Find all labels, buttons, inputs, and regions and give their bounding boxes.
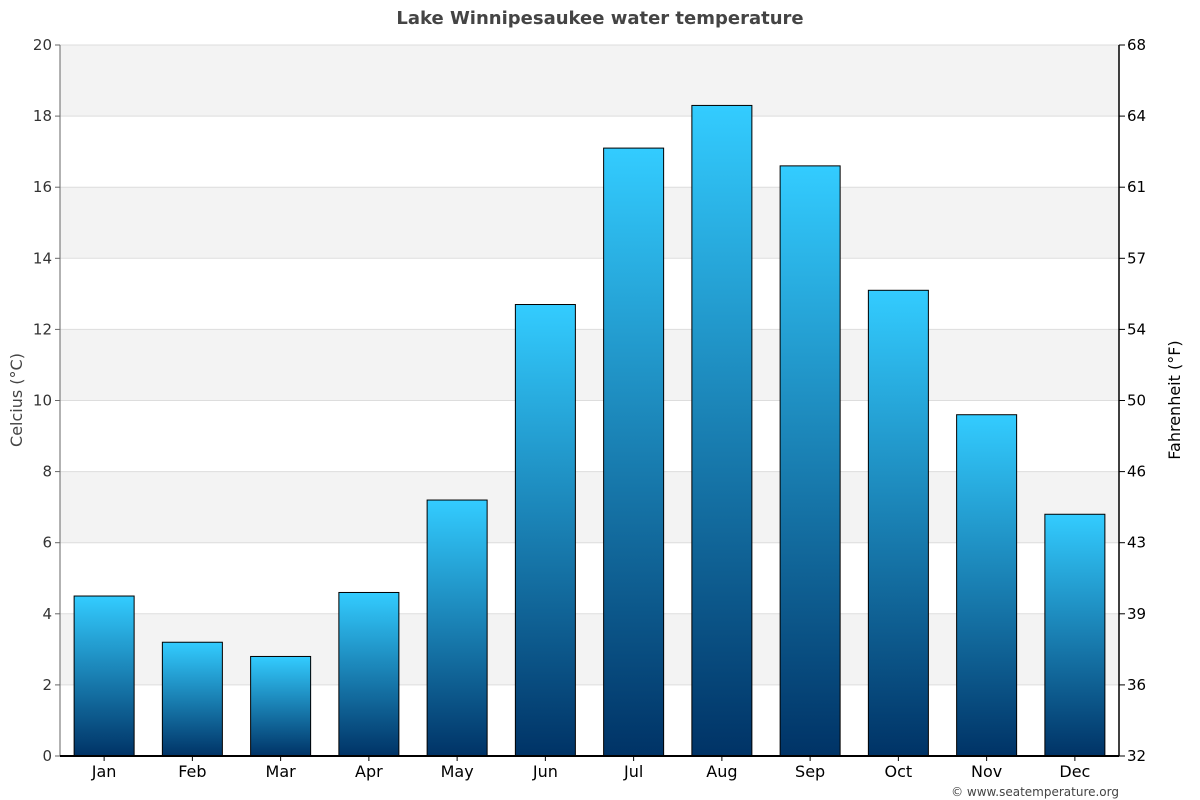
bar-jan bbox=[73, 595, 135, 757]
bar-sep bbox=[779, 165, 841, 757]
gridlines bbox=[60, 44, 1119, 757]
y2-tick-label: 68 bbox=[1127, 36, 1146, 54]
background-band bbox=[60, 471, 1119, 543]
x-tick-label: May bbox=[441, 762, 474, 781]
y-tick-label: 0 bbox=[42, 747, 52, 765]
left-y-ticks: 0 2 4 6 8 10 12 14 16 18 20 bbox=[33, 36, 60, 765]
y-tick-label: 4 bbox=[42, 605, 52, 623]
background-band bbox=[60, 613, 1119, 685]
background-band bbox=[60, 187, 1119, 259]
background-band bbox=[60, 45, 1119, 117]
y2-tick-label: 43 bbox=[1127, 534, 1146, 552]
y-tick-label: 16 bbox=[33, 178, 52, 196]
right-y-ticks: 32 36 39 43 46 50 54 57 61 64 68 bbox=[1119, 36, 1146, 765]
y2-tick-label: 50 bbox=[1127, 392, 1146, 410]
x-tick-label: Feb bbox=[178, 762, 206, 781]
x-tick-label: Jul bbox=[623, 762, 643, 781]
bar-may bbox=[426, 499, 488, 757]
y-axis-label: Celcius (°C) bbox=[7, 353, 26, 447]
y2-tick-label: 32 bbox=[1127, 747, 1146, 765]
y-tick-label: 6 bbox=[42, 534, 52, 552]
credit-text: © www.seatemperature.org bbox=[951, 785, 1119, 799]
y2-axis-label: Fahrenheit (°F) bbox=[1165, 340, 1184, 459]
chart-title: Lake Winnipesaukee water temperature bbox=[396, 8, 803, 29]
y-tick-label: 12 bbox=[33, 320, 52, 338]
y2-tick-label: 54 bbox=[1127, 320, 1146, 338]
bar-feb bbox=[161, 641, 223, 757]
x-tick-label: Apr bbox=[355, 762, 383, 781]
y-tick-label: 18 bbox=[33, 107, 52, 125]
x-tick-label: Dec bbox=[1059, 762, 1090, 781]
bar-mar bbox=[250, 655, 312, 757]
x-tick-label: Oct bbox=[885, 762, 913, 781]
y-tick-label: 8 bbox=[42, 463, 52, 481]
y2-tick-label: 46 bbox=[1127, 463, 1146, 481]
y2-tick-label: 57 bbox=[1127, 249, 1146, 267]
x-tick-label: Jan bbox=[91, 762, 117, 781]
y-tick-label: 14 bbox=[33, 249, 52, 267]
y2-tick-label: 39 bbox=[1127, 605, 1146, 623]
bar-apr bbox=[338, 591, 400, 757]
x-tick-label: Sep bbox=[795, 762, 825, 781]
background-band bbox=[60, 329, 1119, 401]
bar-jul bbox=[603, 147, 665, 757]
bar-aug bbox=[691, 104, 753, 757]
x-tick-label: Nov bbox=[971, 762, 1002, 781]
bar-dec bbox=[1044, 513, 1106, 757]
y-tick-label: 10 bbox=[33, 392, 52, 410]
background-bands bbox=[60, 45, 1119, 685]
bar-oct bbox=[867, 289, 929, 757]
y-tick-label: 20 bbox=[33, 36, 52, 54]
y2-tick-label: 36 bbox=[1127, 676, 1146, 694]
x-tick-label: Jun bbox=[532, 762, 558, 781]
y-tick-label: 2 bbox=[42, 676, 52, 694]
x-tick-label: Aug bbox=[706, 762, 737, 781]
x-ticks: Jan Feb Mar Apr May Jun Jul Aug Sep Oct Nov Dec bbox=[91, 756, 1090, 781]
bar-nov bbox=[956, 414, 1018, 757]
bar-jun bbox=[514, 304, 576, 757]
y2-tick-label: 61 bbox=[1127, 178, 1146, 196]
bars bbox=[73, 104, 1106, 757]
x-tick-label: Mar bbox=[266, 762, 297, 781]
y2-tick-label: 64 bbox=[1127, 107, 1146, 125]
